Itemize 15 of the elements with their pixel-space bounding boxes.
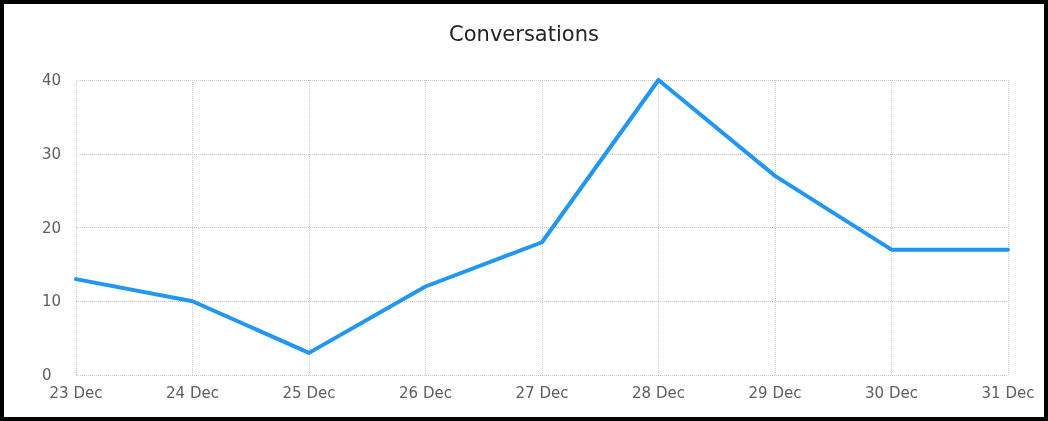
x-tick-label: 29 Dec (748, 383, 802, 402)
y-tick-label: 30 (42, 144, 62, 163)
x-tick-label: 28 Dec (632, 383, 685, 402)
x-tick-label: 31 Dec (981, 383, 1035, 402)
y-tick-label: 40 (42, 71, 62, 89)
y-tick-label: 0 (42, 366, 52, 384)
x-tick-label: 27 Dec (515, 383, 569, 402)
y-tick-label: 20 (42, 218, 62, 237)
x-tick-label: 26 Dec (399, 383, 452, 402)
chart-title: Conversations (449, 21, 599, 46)
x-tick-label: 23 Dec (49, 383, 103, 402)
x-tick-label: 24 Dec (166, 383, 219, 402)
y-tick-label: 10 (42, 292, 62, 311)
x-tick-label: 25 Dec (282, 383, 336, 402)
x-tick-label: 30 Dec (865, 383, 918, 402)
